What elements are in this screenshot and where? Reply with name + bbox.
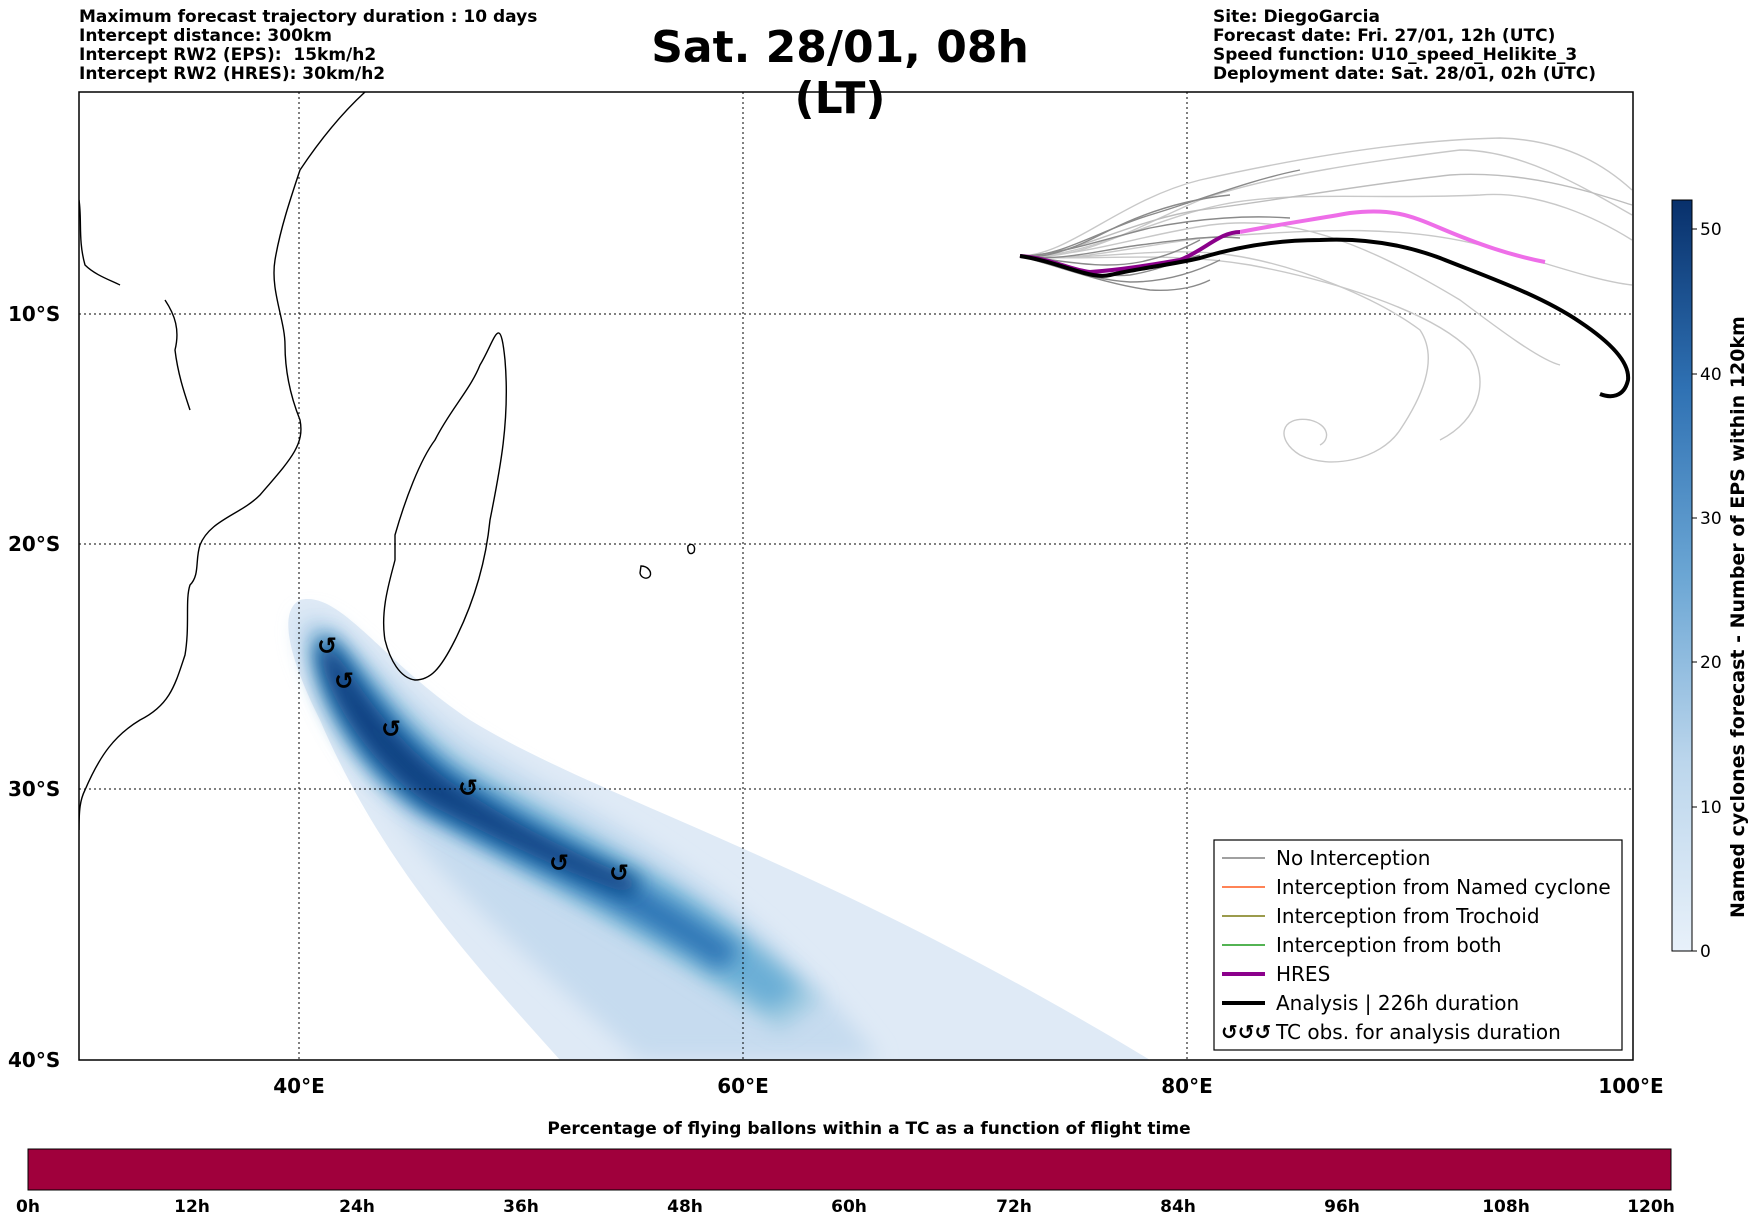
colorbar-right-gradient bbox=[1671, 199, 1693, 952]
colorbar-right-tick-10: 10 bbox=[1700, 798, 1722, 818]
legend-box bbox=[1213, 839, 1623, 1051]
map-frame bbox=[78, 91, 1634, 1061]
tc-obs-marker: ↺ bbox=[458, 774, 478, 802]
analysis-track bbox=[1019, 237, 1631, 399]
page-title: Sat. 28/01, 08h (LT) bbox=[651, 22, 1029, 124]
legend-label-trochoid: Interception from Trochoid bbox=[1276, 904, 1540, 928]
colorbar-bottom-tick-108h: 108h bbox=[1482, 1197, 1530, 1217]
legend-label-named-cyclone: Interception from Named cyclone bbox=[1276, 875, 1611, 899]
tc-obs-marker: ↺ bbox=[609, 859, 629, 887]
colorbar-bottom-tick-36h: 36h bbox=[503, 1197, 539, 1217]
lat-label-40s: 40°S bbox=[8, 1048, 60, 1072]
colorbar-bottom-tick-96h: 96h bbox=[1324, 1197, 1360, 1217]
latitude-labels: 10°S 20°S 30°S 40°S bbox=[8, 302, 60, 1072]
colorbar-right-label: Named cyclones forecast - Number of EPS … bbox=[1727, 316, 1749, 918]
colorbar-right: 0 10 20 30 40 50 Named cyclones forecast… bbox=[1671, 199, 1749, 962]
header-right-line-2: Forecast date: Fri. 27/01, 12h (UTC) bbox=[1213, 26, 1556, 46]
coastlines bbox=[79, 92, 696, 831]
colorbar-right-tick-40: 40 bbox=[1700, 365, 1722, 385]
lon-label-40e: 40°E bbox=[273, 1074, 325, 1098]
tc-obs-marker: ↺ bbox=[549, 849, 569, 877]
header-right-line-4: Deployment date: Sat. 28/01, 02h (UTC) bbox=[1213, 64, 1597, 84]
lon-label-60e: 60°E bbox=[717, 1074, 769, 1098]
legend-label-no-interception: No Interception bbox=[1276, 846, 1430, 870]
lat-label-10s: 10°S bbox=[8, 302, 60, 326]
colorbar-bottom-tick-0h: 0h bbox=[16, 1197, 40, 1217]
colorbar-right-tick-50: 50 bbox=[1700, 220, 1722, 240]
lat-label-20s: 20°S bbox=[8, 532, 60, 556]
legend-label-both: Interception from both bbox=[1276, 933, 1502, 957]
eps-trajectories bbox=[1019, 137, 1633, 463]
legend-label-analysis: Analysis | 226h duration bbox=[1276, 991, 1519, 1015]
map-legend: No Interception Interception from Named … bbox=[1213, 839, 1623, 1051]
colorbar-right-tick-20: 20 bbox=[1700, 653, 1722, 673]
legend-swatch-tc-obs: ↺↺↺ bbox=[1221, 1020, 1271, 1044]
lon-label-80e: 80°E bbox=[1161, 1074, 1213, 1098]
legend-label-tc-obs: TC obs. for analysis duration bbox=[1275, 1020, 1561, 1044]
colorbar-bottom-title: Percentage of flying ballons within a TC… bbox=[547, 1119, 1190, 1139]
lon-label-100e: 100°E bbox=[1598, 1074, 1663, 1098]
colorbar-bottom-tick-12h: 12h bbox=[174, 1197, 210, 1217]
eps-density-field bbox=[288, 599, 1150, 1060]
header-right-line-3: Speed function: U10_speed_Helikite_3 bbox=[1213, 45, 1578, 65]
colorbar-bottom-tick-48h: 48h bbox=[667, 1197, 703, 1217]
colorbar-bottom-tick-60h: 60h bbox=[831, 1197, 867, 1217]
colorbar-bottom-tick-84h: 84h bbox=[1160, 1197, 1196, 1217]
tc-obs-marker: ↺ bbox=[381, 715, 401, 743]
colorbar-bottom-tick-72h: 72h bbox=[996, 1197, 1032, 1217]
gridlines bbox=[79, 92, 1633, 1060]
header-left-line-3: Intercept RW2 (EPS): 15km/h2 bbox=[79, 45, 377, 65]
legend-label-hres: HRES bbox=[1276, 962, 1330, 986]
longitude-labels: 40°E 60°E 80°E 100°E bbox=[273, 1074, 1663, 1098]
header-left-line-1: Maximum forecast trajectory duration : 1… bbox=[79, 7, 538, 27]
header-right-line-1: Site: DiegoGarcia bbox=[1213, 7, 1380, 27]
colorbar-bottom: Percentage of flying ballons within a TC… bbox=[16, 1119, 1675, 1217]
map-area: ↺ ↺ ↺ ↺ ↺ ↺ 10°S 20°S 30°S 40°S 40°E 60°… bbox=[8, 91, 1664, 1098]
colorbar-right-tick-30: 30 bbox=[1700, 509, 1722, 529]
colorbar-bottom-tick-120h: 120h bbox=[1627, 1197, 1675, 1217]
tc-observations: ↺ ↺ ↺ ↺ ↺ ↺ bbox=[317, 632, 629, 887]
colorbar-bottom-tick-24h: 24h bbox=[339, 1197, 375, 1217]
header-left-line-4: Intercept RW2 (HRES): 30km/h2 bbox=[79, 64, 386, 84]
colorbar-right-tick-0: 0 bbox=[1700, 942, 1711, 962]
tc-obs-marker: ↺ bbox=[334, 667, 354, 695]
lat-label-30s: 30°S bbox=[8, 777, 60, 801]
header-left-line-2: Intercept distance: 300km bbox=[79, 26, 332, 46]
colorbar-bottom-bar bbox=[27, 1148, 1672, 1191]
tc-obs-marker: ↺ bbox=[317, 632, 337, 660]
